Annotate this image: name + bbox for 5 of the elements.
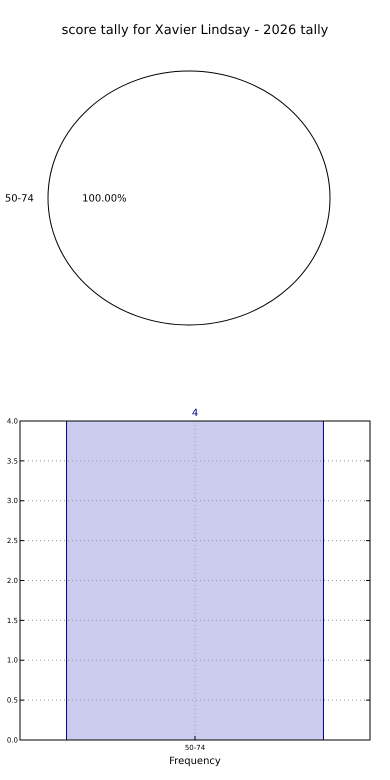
data-label: 4 — [192, 408, 198, 419]
x-axis-title: Frequency — [169, 756, 221, 767]
chart-title: score tally for Xavier Lindsay - 2026 tally — [62, 23, 329, 38]
data-label: 100.00% — [82, 194, 127, 204]
slice-label: 50-74 — [4, 194, 34, 204]
